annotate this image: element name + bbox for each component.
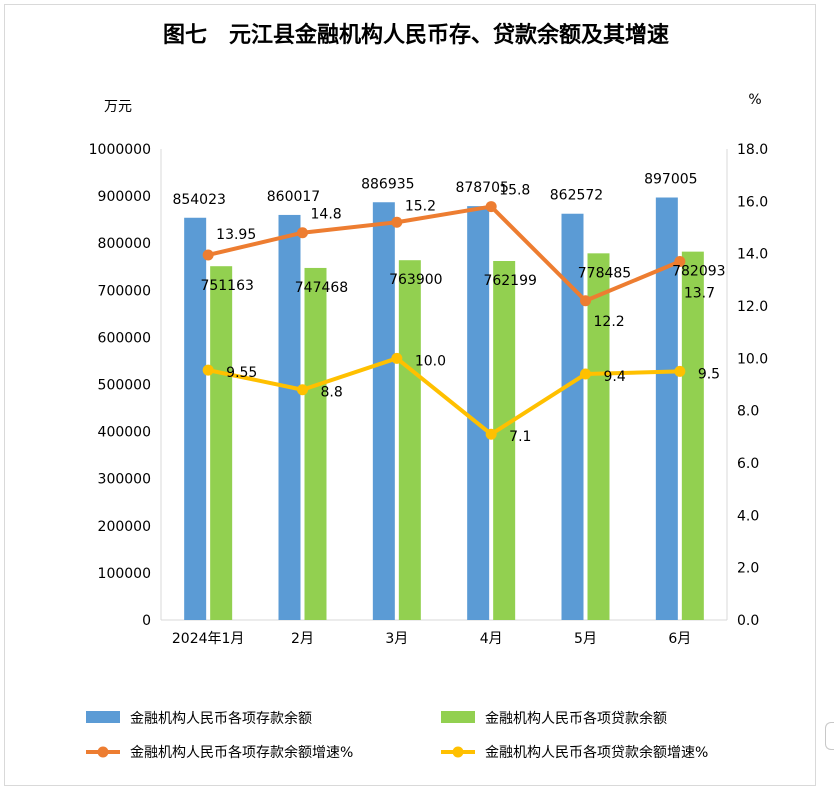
point-deposit-growth — [580, 295, 591, 307]
point-deposit-growth — [202, 249, 214, 261]
data-label-deposit-balance: 862572 — [550, 188, 603, 204]
data-label-deposit-balance: 878705 — [455, 180, 508, 196]
right-tick-label: 2.0 — [737, 561, 759, 577]
left-tick-label: 800000 — [98, 236, 151, 252]
data-label-loan-growth: 7.1 — [509, 429, 531, 445]
bar-deposit-balance — [278, 214, 301, 620]
data-label-deposit-growth: 15.8 — [499, 183, 530, 199]
data-label-loan-balance: 763900 — [389, 272, 442, 288]
left-tick-label: 500000 — [98, 378, 151, 394]
bar-loan-balance — [681, 251, 704, 620]
point-loan-growth — [202, 364, 214, 376]
bar-deposit-balance — [184, 217, 207, 620]
left-axis-unit: 万元 — [104, 99, 132, 115]
bar-loan-balance — [304, 267, 327, 620]
point-deposit-growth — [391, 216, 403, 228]
right-tick-label: 6.0 — [737, 456, 759, 472]
left-tick-label: 100000 — [98, 566, 151, 582]
point-loan-growth — [391, 352, 403, 364]
chart-frame — [4, 4, 816, 786]
x-tick-label: 5月 — [574, 631, 597, 647]
left-tick-label: 900000 — [98, 189, 151, 205]
bar-loan-balance — [493, 261, 516, 620]
right-tick-label: 16.0 — [737, 194, 768, 210]
left-tick-label: 700000 — [98, 283, 151, 299]
bar-loan-balance — [398, 260, 421, 620]
data-label-loan-balance: 747468 — [295, 280, 348, 296]
data-label-deposit-growth: 14.8 — [311, 207, 342, 223]
data-label-deposit-growth: 13.7 — [684, 286, 715, 302]
left-tick-label: 1000000 — [89, 142, 151, 158]
legend-label: 金融机构人民币各项存款余额 — [130, 710, 312, 727]
legend-swatch — [441, 711, 475, 723]
data-label-deposit-growth: 12.2 — [594, 314, 625, 330]
left-tick-label: 400000 — [98, 425, 151, 441]
legend-label: 金融机构人民币各项存款余额增速% — [130, 744, 353, 761]
data-label-loan-growth: 9.5 — [698, 366, 720, 382]
x-tick-label: 6月 — [668, 631, 691, 647]
x-tick-label: 2月 — [291, 631, 314, 647]
x-tick-label: 4月 — [480, 631, 503, 647]
bar-loan-balance — [587, 253, 610, 621]
data-label-deposit-balance: 860017 — [267, 189, 320, 205]
data-label-loan-growth: 9.4 — [604, 369, 626, 385]
data-label-deposit-balance: 854023 — [172, 192, 225, 208]
data-label-deposit-balance: 897005 — [644, 172, 697, 188]
point-loan-growth — [485, 428, 497, 440]
x-tick-label: 2024年1月 — [172, 631, 245, 647]
bar-deposit-balance — [655, 197, 678, 620]
right-tick-label: 8.0 — [737, 404, 759, 420]
legend-marker — [97, 746, 109, 758]
data-label-loan-growth: 9.55 — [226, 365, 257, 381]
data-label-loan-balance: 778485 — [578, 265, 631, 281]
right-axis-unit: % — [748, 92, 761, 108]
line-deposit-growth — [206, 204, 682, 303]
point-loan-growth — [580, 368, 591, 380]
data-label-loan-balance: 762199 — [483, 273, 536, 289]
left-tick-label: 600000 — [98, 330, 151, 346]
right-tick-label: 10.0 — [737, 351, 768, 367]
line-loan-growth — [206, 356, 682, 437]
left-tick-label: 0 — [142, 613, 151, 629]
right-tick-label: 18.0 — [737, 142, 768, 158]
right-tick-label: 0.0 — [737, 613, 759, 629]
point-deposit-growth — [674, 256, 686, 268]
data-label-loan-growth: 10.0 — [415, 353, 446, 369]
data-label-deposit-growth: 13.95 — [216, 227, 256, 243]
data-label-loan-growth: 8.8 — [321, 385, 343, 401]
right-tick-label: 4.0 — [737, 508, 759, 524]
right-tick-label: 12.0 — [737, 299, 768, 315]
data-label-loan-balance: 782093 — [672, 264, 725, 280]
left-tick-label: 300000 — [98, 472, 151, 488]
legend-label: 金融机构人民币各项贷款余额增速% — [485, 744, 708, 761]
legend-label: 金融机构人民币各项贷款余额 — [485, 710, 667, 727]
legend-marker — [452, 746, 464, 758]
legend: 金融机构人民币各项存款余额 金融机构人民币各项贷款余额金融机构人民币各项存款余额增… — [86, 710, 708, 761]
point-loan-growth — [297, 384, 308, 396]
legend-swatch — [86, 711, 120, 723]
data-label-deposit-growth: 15.2 — [405, 198, 436, 214]
bar-loan-balance — [210, 266, 233, 620]
point-loan-growth — [674, 365, 686, 377]
left-tick-label: 200000 — [98, 519, 151, 535]
point-deposit-growth — [485, 201, 497, 213]
data-label-loan-balance: 751163 — [200, 278, 253, 294]
scroll-handle[interactable] — [825, 722, 834, 750]
bar-deposit-balance — [372, 202, 395, 621]
x-tick-label: 3月 — [385, 631, 408, 647]
chart-title: 图七 元江县金融机构人民币存、贷款余额及其增速 — [163, 22, 669, 48]
right-tick-label: 14.0 — [737, 247, 768, 263]
bar-deposit-balance — [467, 206, 490, 620]
data-label-deposit-balance: 886935 — [361, 176, 414, 192]
plot-area: 0 100000 200000 300000 400000 500000 600000 700… — [89, 142, 769, 647]
point-deposit-growth — [297, 227, 308, 239]
bar-deposit-balance — [561, 213, 584, 621]
